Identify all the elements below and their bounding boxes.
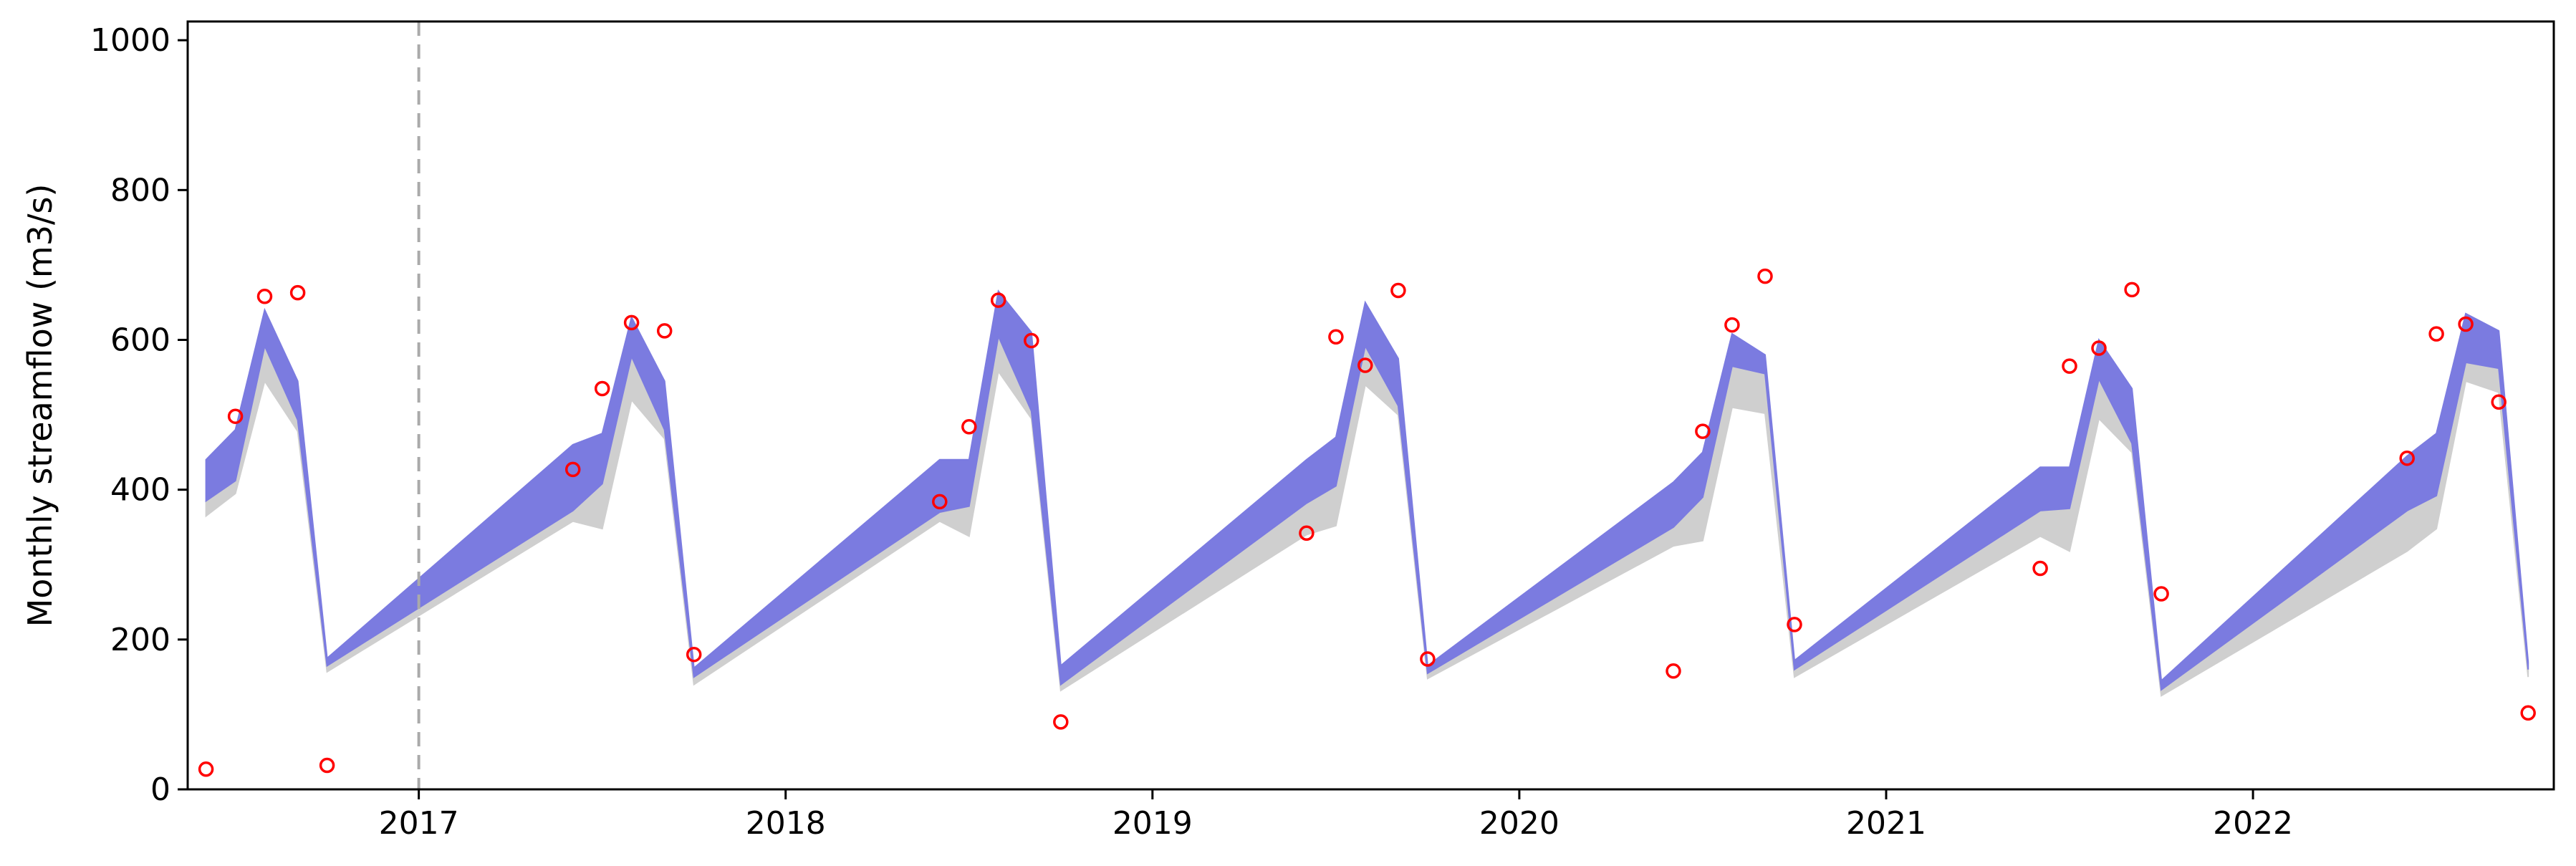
observed-point [2124, 282, 2140, 298]
x-tick-label: 2020 [1479, 805, 1559, 842]
observed-point [1299, 525, 1315, 542]
observed-point [198, 761, 214, 777]
observed-point [1420, 651, 1436, 667]
observed-point [1757, 268, 1773, 284]
observed-point [623, 314, 640, 331]
observed-point [1787, 617, 1802, 632]
observed-point [2399, 450, 2415, 466]
observed-point [1724, 317, 1740, 333]
observed-point [1024, 332, 1039, 349]
observed-point [686, 646, 702, 663]
y-tick-label: 200 [110, 622, 170, 658]
observed-point [990, 292, 1006, 308]
y-axis: 0 200 400 600 800 1000 [90, 22, 188, 808]
x-axis: 2017 2018 2019 2020 2021 2022 [379, 789, 2293, 842]
prediction-bands [205, 289, 2529, 697]
observed-point [256, 289, 273, 304]
y-tick-label: 400 [110, 472, 170, 509]
y-tick-label: 0 [150, 771, 170, 808]
x-tick-label: 2017 [379, 805, 459, 842]
blue-uncertainty-band [205, 289, 2529, 691]
plot-frame [186, 20, 2555, 791]
observed-point [1695, 423, 1711, 439]
x-tick-label: 2021 [1846, 805, 1926, 842]
observed-point [2428, 326, 2444, 342]
observed-point [2091, 340, 2107, 356]
observed-point [289, 284, 306, 301]
x-tick-label: 2018 [746, 805, 826, 842]
x-tick-label: 2022 [2213, 805, 2293, 842]
observed-point [2153, 586, 2169, 602]
observed-point [2458, 316, 2474, 332]
y-tick-label: 1000 [90, 22, 170, 59]
observed-point [227, 408, 244, 424]
observed-point [2032, 560, 2048, 577]
observed-points [198, 268, 2536, 777]
observed-point [656, 323, 673, 339]
x-tick-label: 2019 [1112, 805, 1193, 842]
observed-point [319, 757, 335, 774]
observed-point [2062, 358, 2077, 374]
observed-point [932, 494, 948, 510]
observed-point [1390, 282, 1406, 299]
observed-point [1357, 357, 1373, 373]
y-tick-label: 600 [110, 322, 170, 358]
y-axis-label: Monthly streamflow (m3/s) [21, 184, 59, 627]
observed-point [1328, 329, 1344, 345]
observed-point [1666, 663, 1681, 679]
observed-point [594, 380, 610, 397]
observed-point [2520, 705, 2536, 721]
y-tick-label: 800 [110, 172, 170, 208]
observed-point [1053, 714, 1069, 730]
observed-point [564, 461, 581, 478]
observed-point [961, 419, 977, 435]
observed-point [2491, 394, 2507, 410]
